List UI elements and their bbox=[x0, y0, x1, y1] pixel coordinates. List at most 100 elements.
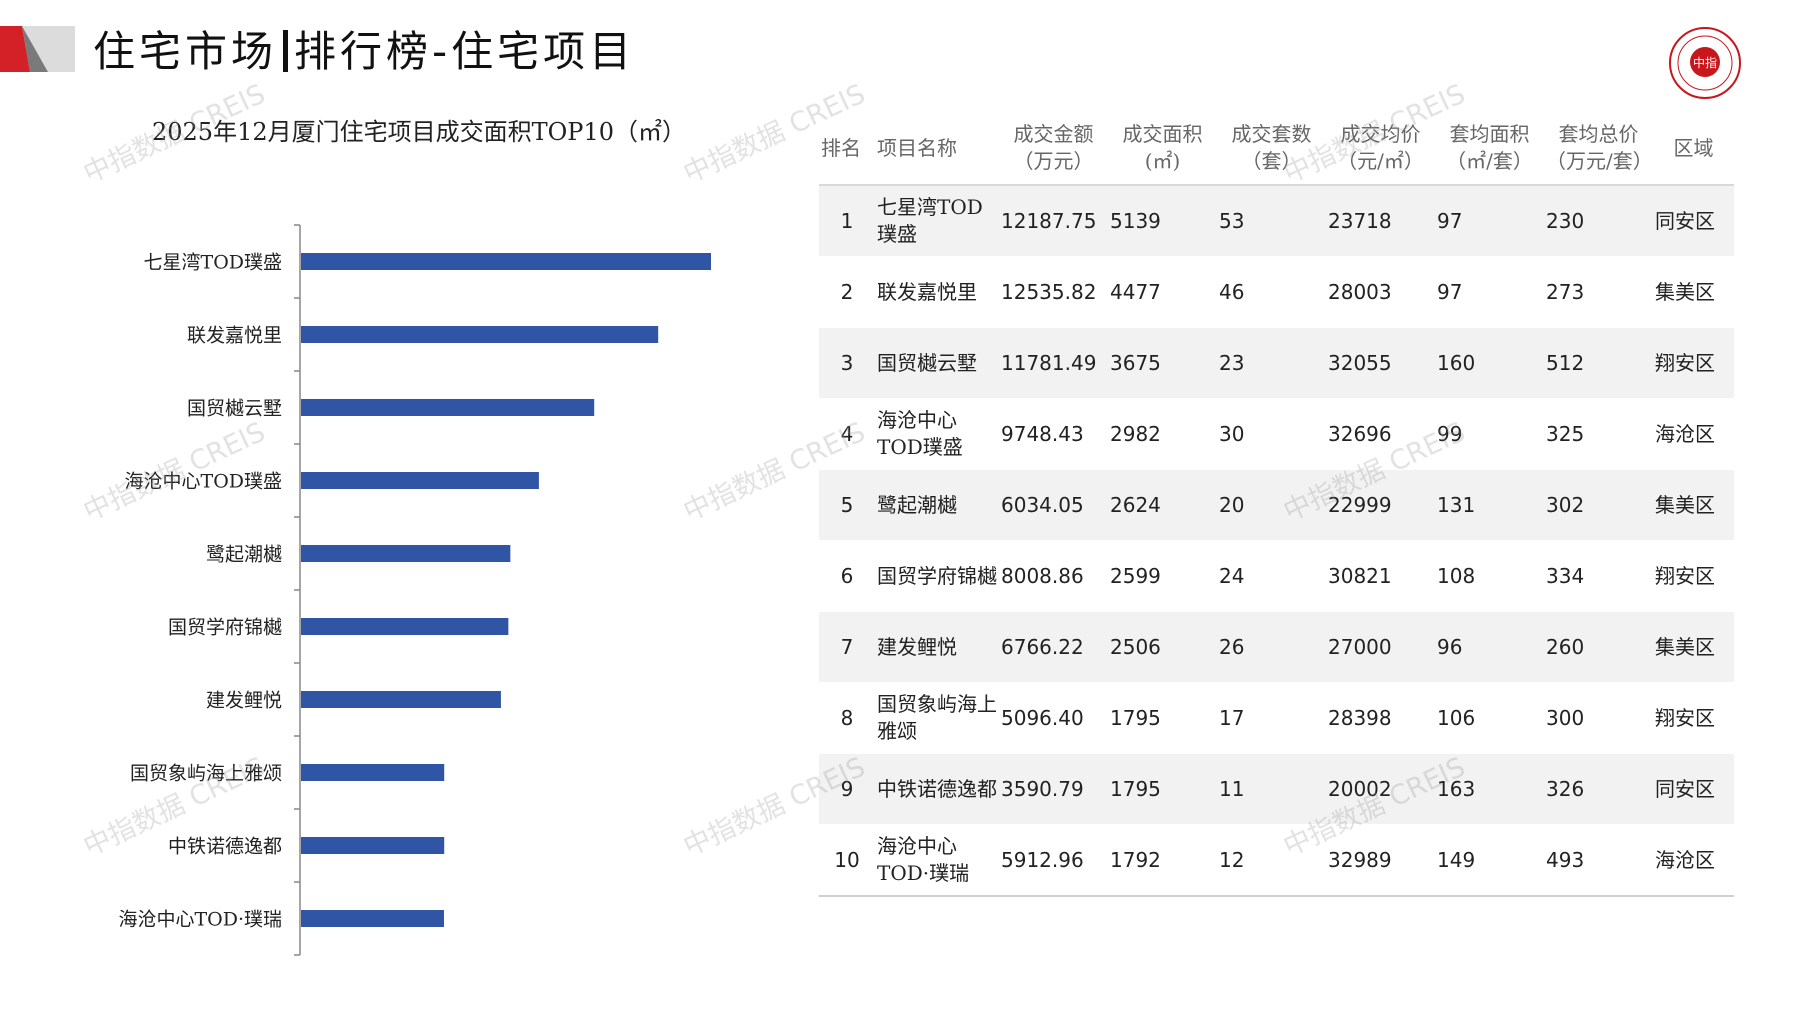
y-tick-label: 国贸象屿海上雅颂 bbox=[130, 763, 282, 785]
cell-rank: 9 bbox=[819, 753, 875, 825]
column-header-line1: 成交套数 bbox=[1231, 122, 1312, 146]
cell-area: 1795 bbox=[1108, 682, 1217, 754]
column-header-line1: 套均总价 bbox=[1558, 122, 1639, 146]
page-title-left: 住宅市场 bbox=[93, 27, 278, 76]
table-row: 7 建发鲤悦 6766.22 2506 26 27000 96 260 集美区 bbox=[819, 611, 1734, 683]
bar-2 bbox=[301, 326, 659, 343]
cell-district: 海沧区 bbox=[1653, 398, 1734, 470]
creis-logo: 中指 bbox=[1669, 27, 1741, 99]
cell-rank: 4 bbox=[819, 398, 875, 470]
cell-amount: 11781.49 bbox=[999, 327, 1108, 399]
cell-units: 24 bbox=[1217, 540, 1326, 612]
cell-amount: 5912.96 bbox=[999, 824, 1108, 897]
bar-9 bbox=[301, 837, 445, 854]
table-row: 5 鹭起潮樾 6034.05 2624 20 22999 131 302 集美区 bbox=[819, 469, 1734, 541]
cell-area: 2982 bbox=[1108, 398, 1217, 470]
cell-units: 30 bbox=[1217, 398, 1326, 470]
cell-rank: 7 bbox=[819, 611, 875, 683]
bar-8 bbox=[301, 764, 445, 781]
cell-rank: 5 bbox=[819, 469, 875, 541]
bar-10 bbox=[301, 910, 444, 927]
column-header-line1: 排名 bbox=[821, 135, 861, 160]
cell-area: 1795 bbox=[1108, 753, 1217, 825]
cell-area: 3675 bbox=[1108, 327, 1217, 399]
column-header-line1: 成交面积 bbox=[1122, 122, 1203, 146]
table-row: 10 海沧中心TOD·璞瑞 5912.96 1792 12 32989 149 493 海沧区 bbox=[819, 824, 1734, 897]
corner-decoration bbox=[0, 26, 75, 72]
cell-district: 集美区 bbox=[1653, 256, 1734, 328]
cell-price: 28398 bbox=[1326, 682, 1435, 754]
cell-avg-area: 97 bbox=[1435, 185, 1544, 257]
cell-name: 七星湾TOD璞盛 bbox=[875, 185, 999, 257]
ranking-table-container: 排名 项目名称 成交金额 （万元） 成交面积 (㎡) 成交套数 （套） 成交均价 （元/㎡） 套均面… bbox=[819, 112, 1734, 897]
table-row: 2 联发嘉悦里 12535.82 4477 46 28003 97 273 集美区 bbox=[819, 256, 1734, 328]
cell-avg-total: 300 bbox=[1544, 682, 1653, 754]
column-header: 项目名称 bbox=[875, 112, 999, 186]
y-tick-label: 国贸樾云墅 bbox=[187, 398, 282, 420]
y-tick-label: 鹭起潮樾 bbox=[206, 544, 282, 566]
bar-4 bbox=[301, 472, 539, 489]
cell-amount: 12535.82 bbox=[999, 256, 1108, 328]
cell-name: 鹭起潮樾 bbox=[875, 469, 999, 541]
bar-3 bbox=[301, 399, 595, 416]
bar-6 bbox=[301, 618, 509, 635]
cell-district: 集美区 bbox=[1653, 469, 1734, 541]
column-header-line2: （万元/套） bbox=[1546, 149, 1653, 173]
cell-price: 23718 bbox=[1326, 185, 1435, 257]
cell-units: 20 bbox=[1217, 469, 1326, 541]
cell-price: 32055 bbox=[1326, 327, 1435, 399]
column-header: 排名 bbox=[819, 112, 875, 186]
cell-amount: 6766.22 bbox=[999, 611, 1108, 683]
cell-avg-total: 326 bbox=[1544, 753, 1653, 825]
chart-title: 2025年12月厦门住宅项目成交面积TOP10（㎡） bbox=[152, 118, 686, 146]
cell-units: 46 bbox=[1217, 256, 1326, 328]
y-tick-label: 联发嘉悦里 bbox=[187, 325, 282, 347]
page-title-right: 排行榜-住宅项目 bbox=[294, 27, 636, 76]
cell-name: 国贸象屿海上雅颂 bbox=[875, 682, 999, 754]
cell-area: 4477 bbox=[1108, 256, 1217, 328]
cell-avg-total: 512 bbox=[1544, 327, 1653, 399]
table-body: 1 七星湾TOD璞盛 12187.75 5139 53 23718 97 230 同安区 2 联发嘉… bbox=[819, 185, 1734, 897]
cell-area: 1792 bbox=[1108, 824, 1217, 897]
cell-amount: 5096.40 bbox=[999, 682, 1108, 754]
cell-avg-total: 302 bbox=[1544, 469, 1653, 541]
column-header: 套均面积 （㎡/套） bbox=[1435, 112, 1544, 186]
cell-amount: 12187.75 bbox=[999, 185, 1108, 257]
page-title: 住宅市场 排行榜-住宅项目 bbox=[93, 18, 635, 79]
cell-avg-area: 131 bbox=[1435, 469, 1544, 541]
cell-district: 翔安区 bbox=[1653, 327, 1734, 399]
bar-chart: 七星湾TOD璞盛联发嘉悦里国贸樾云墅海沧中心TOD璞盛鹭起潮樾国贸学府锦樾建发鲤… bbox=[118, 224, 711, 956]
cell-district: 集美区 bbox=[1653, 611, 1734, 683]
cell-units: 26 bbox=[1217, 611, 1326, 683]
cell-avg-area: 106 bbox=[1435, 682, 1544, 754]
column-header-line2: (㎡) bbox=[1144, 149, 1181, 173]
cell-area: 5139 bbox=[1108, 185, 1217, 257]
cell-amount: 3590.79 bbox=[999, 753, 1108, 825]
column-header: 成交面积 (㎡) bbox=[1108, 112, 1217, 186]
cell-units: 23 bbox=[1217, 327, 1326, 399]
cell-rank: 3 bbox=[819, 327, 875, 399]
cell-district: 同安区 bbox=[1653, 753, 1734, 825]
column-header-line2: （套） bbox=[1241, 149, 1302, 173]
cell-amount: 8008.86 bbox=[999, 540, 1108, 612]
column-header-line2: （元/㎡） bbox=[1337, 149, 1424, 173]
cell-units: 12 bbox=[1217, 824, 1326, 897]
table-row: 3 国贸樾云墅 11781.49 3675 23 32055 160 512 翔安区 bbox=[819, 327, 1734, 399]
y-tick-label: 海沧中心TOD·璞瑞 bbox=[118, 909, 282, 931]
column-header-line2: （㎡/套） bbox=[1446, 149, 1533, 173]
cell-name: 建发鲤悦 bbox=[875, 611, 999, 683]
bar-1 bbox=[301, 253, 711, 270]
cell-name: 海沧中心TOD璞盛 bbox=[875, 398, 999, 470]
cell-rank: 2 bbox=[819, 256, 875, 328]
y-tick-label: 海沧中心TOD璞盛 bbox=[125, 471, 282, 493]
cell-avg-area: 108 bbox=[1435, 540, 1544, 612]
table-header-row: 排名 项目名称 成交金额 （万元） 成交面积 (㎡) 成交套数 （套） 成交均价 （元/㎡） 套均面… bbox=[819, 112, 1734, 186]
cell-district: 翔安区 bbox=[1653, 540, 1734, 612]
column-header-line1: 区域 bbox=[1673, 135, 1714, 160]
column-header: 套均总价 （万元/套） bbox=[1544, 112, 1653, 186]
column-header-line1: 成交均价 bbox=[1340, 122, 1421, 146]
cell-price: 27000 bbox=[1326, 611, 1435, 683]
ranking-table: 排名 项目名称 成交金额 （万元） 成交面积 (㎡) 成交套数 （套） 成交均价 （元/㎡） 套均面… bbox=[819, 112, 1734, 897]
table-row: 9 中铁诺德逸都 3590.79 1795 11 20002 163 326 同安区 bbox=[819, 753, 1734, 825]
table-row: 8 国贸象屿海上雅颂 5096.40 1795 17 28398 106 300 翔安区 bbox=[819, 682, 1734, 754]
